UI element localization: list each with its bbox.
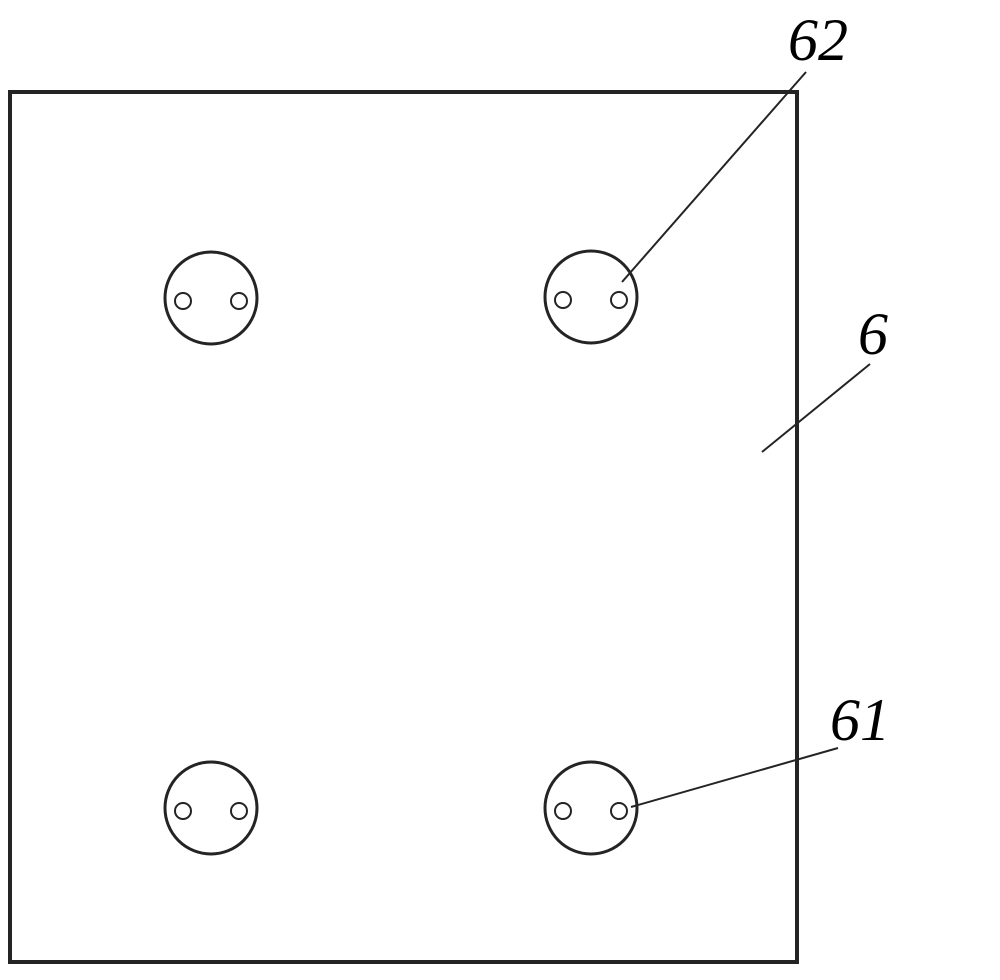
- pin-hole-0-right: [231, 293, 247, 309]
- hole-3: [545, 762, 637, 854]
- pin-hole-2-left: [175, 803, 191, 819]
- leader-6: [762, 364, 870, 452]
- pin-hole-1-right: [611, 292, 627, 308]
- pin-hole-2-right: [231, 803, 247, 819]
- pin-hole-0-left: [175, 293, 191, 309]
- pin-hole-1-left: [555, 292, 571, 308]
- label-6: 6: [858, 300, 888, 369]
- diagram-canvas: 62 6 61: [0, 0, 1000, 975]
- leader-62: [622, 72, 806, 282]
- pin-hole-3-left: [555, 803, 571, 819]
- hole-1: [545, 251, 637, 343]
- label-61: 61: [830, 686, 890, 755]
- hole-0: [165, 252, 257, 344]
- diagram-svg: [0, 0, 1000, 975]
- pin-hole-3-right: [611, 803, 627, 819]
- leader-61: [631, 748, 838, 807]
- label-62: 62: [788, 6, 848, 75]
- hole-2: [165, 762, 257, 854]
- plate-outline: [10, 92, 797, 962]
